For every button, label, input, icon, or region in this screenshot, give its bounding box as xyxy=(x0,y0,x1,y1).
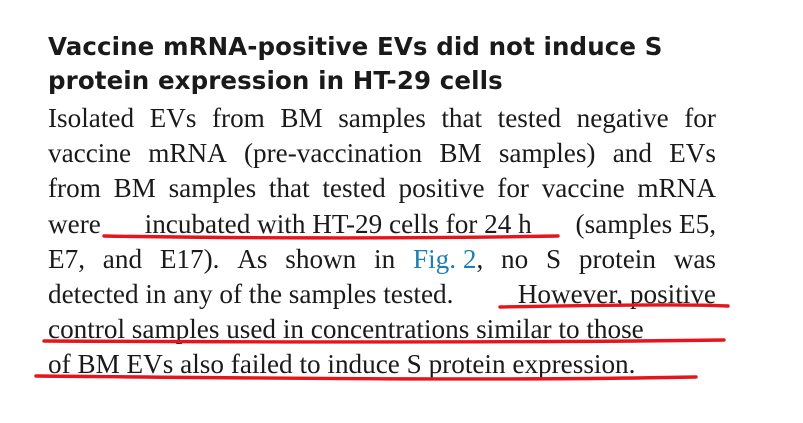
highlighted-however-phrase: However, positive xyxy=(517,278,716,309)
highlighted-incubation-phrase: incubated with HT-29 cells for 24 h xyxy=(144,208,532,239)
fig-2-link[interactable]: Fig. 2 xyxy=(412,243,477,274)
body-line-7: control samples used in concentrations s… xyxy=(48,314,644,345)
body-line-6: detected in any of the samples tested. H… xyxy=(48,277,716,312)
body-line-2: vaccine mRNA (pre-vaccination BM samples… xyxy=(48,138,716,169)
body-line-4: were incubated with HT-29 cells for 24 h… xyxy=(48,207,716,242)
body-line-1: Isolated EVs from BM samples that tested… xyxy=(48,103,716,133)
body-line-3: from BM samples that tested positive for… xyxy=(48,173,716,204)
heading-line-2: protein expression in HT-29 cells xyxy=(48,66,503,95)
body-line-5: E7, and E17). As shown in Fig. 2, no S p… xyxy=(48,243,716,274)
body-paragraph: Isolated EVs from BM samples that tested… xyxy=(48,101,738,383)
section-heading: Vaccine mRNA-positive EVs did not induce… xyxy=(48,30,748,98)
body-line-8: of BM EVs also failed to induce S protei… xyxy=(48,349,636,380)
heading-line-1: Vaccine mRNA-positive EVs did not induce… xyxy=(48,32,663,61)
